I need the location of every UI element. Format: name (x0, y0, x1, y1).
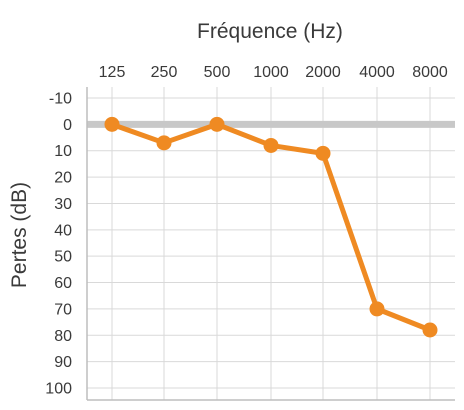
y-tick-label: 100 (45, 381, 72, 398)
data-point (156, 135, 172, 151)
x-tick-labels: 125 250 500 1000 2000 4000 8000 (99, 64, 448, 81)
x-tick-label: 500 (204, 64, 231, 81)
y-tick-label: 80 (54, 328, 72, 345)
y-tick-label: 10 (54, 143, 72, 160)
x-tick-label: 1000 (253, 64, 289, 81)
y-tick-label: 20 (54, 170, 72, 187)
x-tick-label: 4000 (359, 64, 395, 81)
y-tick-label: 50 (54, 249, 72, 266)
y-tick-label: 90 (54, 354, 72, 371)
data-point (263, 137, 279, 153)
series-layer (104, 116, 438, 338)
y-tick-label: -10 (49, 91, 72, 108)
data-point (369, 301, 385, 317)
x-tick-label: 8000 (412, 64, 448, 81)
y-tick-label: 0 (63, 117, 72, 134)
data-point (104, 116, 120, 132)
data-point (209, 116, 225, 132)
data-point (315, 145, 331, 161)
x-axis-title: Fréquence (Hz) (197, 20, 343, 43)
y-tick-label: 60 (54, 275, 72, 292)
x-tick-label: 250 (151, 64, 178, 81)
y-axis-title: Pertes (dB) (8, 182, 31, 288)
x-tick-label: 125 (99, 64, 126, 81)
x-tick-label: 2000 (305, 64, 341, 81)
y-tick-label: 40 (54, 222, 72, 239)
y-tick-labels: -10 0 10 20 30 40 50 60 70 80 90 100 (45, 91, 72, 398)
y-tick-label: 70 (54, 301, 72, 318)
frame-layer (86, 87, 455, 401)
data-point (422, 322, 438, 338)
y-tick-label: 30 (54, 196, 72, 213)
